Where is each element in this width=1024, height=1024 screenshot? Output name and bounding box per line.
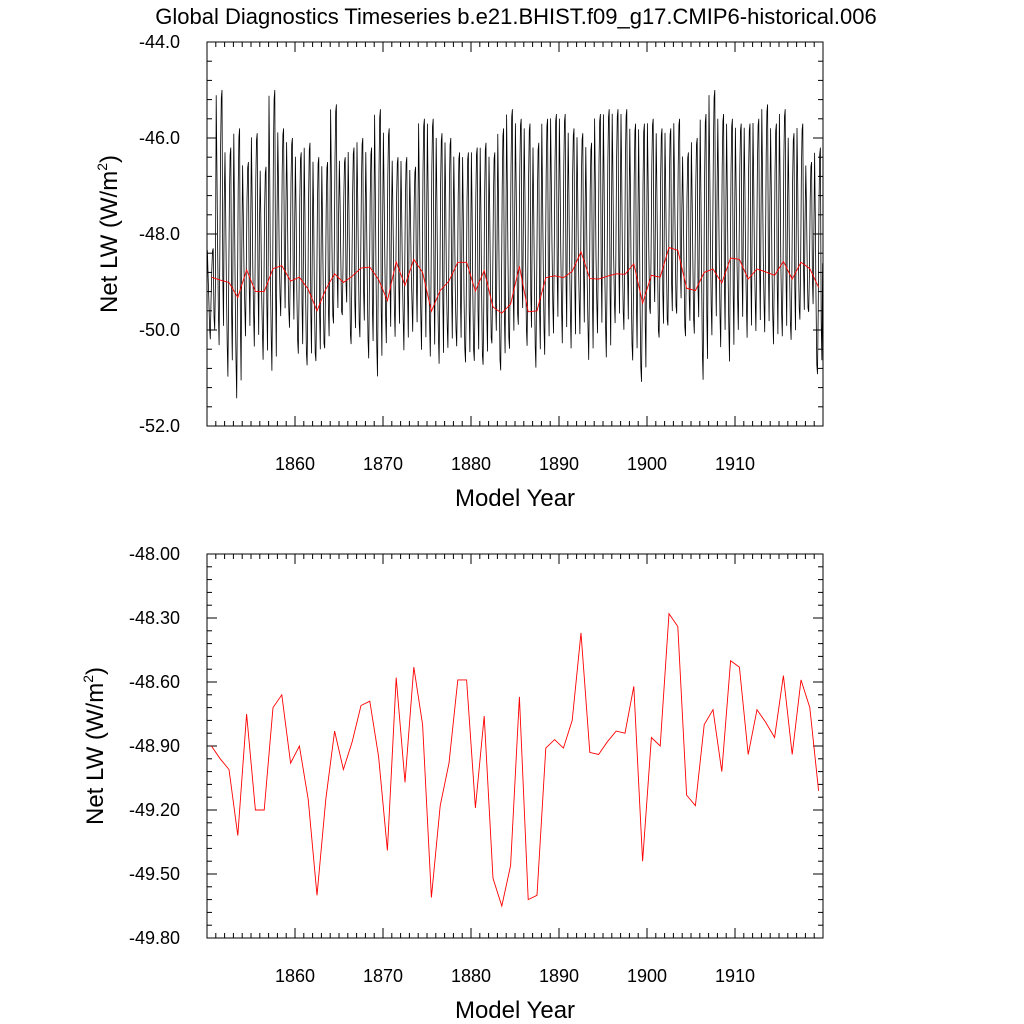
- y-tick-label: -50.0: [139, 320, 180, 340]
- panel-bottom-y-axis-label-main: Net LW (W/m: [82, 683, 109, 825]
- panel-bottom-y-axis-label-close: ): [82, 667, 109, 675]
- y-tick-label: -52.0: [139, 416, 180, 436]
- y-tick-label: -49.20: [129, 800, 180, 820]
- panel-bottom-plot-frame: [206, 553, 824, 939]
- y-tick-label: -44.0: [139, 32, 180, 52]
- x-tick-label: 1870: [363, 966, 403, 986]
- panel-top-y-axis-label-close: ): [96, 155, 123, 163]
- panel-top-y-axis-label: Net LW (W/m2): [94, 155, 123, 313]
- panel-bottom-series: [211, 612, 820, 908]
- y-tick-label: -48.60: [129, 672, 180, 692]
- panel-top-y-axis-label-superscript: 2: [94, 163, 110, 171]
- y-tick-label: -48.0: [139, 224, 180, 244]
- panel-top-x-axis-label: Model Year: [455, 485, 575, 512]
- monthly-series-line: [207, 89, 823, 399]
- y-tick-label: -49.80: [129, 928, 180, 948]
- x-tick-label: 1880: [451, 454, 491, 474]
- x-tick-label: 1860: [275, 454, 315, 474]
- annual-mean-series-line: [211, 612, 820, 908]
- x-tick-label: 1870: [363, 454, 403, 474]
- y-tick-label: -48.30: [129, 608, 180, 628]
- panel-bottom-y-axis-label: Net LW (W/m2): [80, 667, 109, 825]
- panel-top-x-tick-labels: 1860 1870 1880 1890 1900 1910: [275, 454, 755, 474]
- x-tick-label: 1880: [451, 966, 491, 986]
- panel-bottom-x-tick-labels: 1860 1870 1880 1890 1900 1910: [275, 966, 755, 986]
- figure-title: Global Diagnostics Timeseries b.e21.BHIS…: [155, 4, 876, 29]
- panel-top-y-axis-label-main: Net LW (W/m: [96, 171, 123, 313]
- y-tick-label: -49.50: [129, 864, 180, 884]
- y-tick-label: -48.90: [129, 736, 180, 756]
- x-tick-label: 1910: [715, 454, 755, 474]
- panel-top-y-tick-labels: -44.0 -46.0 -48.0 -50.0 -52.0: [139, 32, 180, 436]
- panel-bottom-y-tick-labels: -48.00 -48.30 -48.60 -48.90 -49.20 -49.50 -49.…: [129, 544, 180, 948]
- panel-bottom-annual-timeseries: -48.00 -48.30 -48.60 -48.90 -49.20 -49.50 -49.…: [80, 544, 824, 1024]
- x-tick-label: 1900: [627, 454, 667, 474]
- panel-bottom-y-axis-label-superscript: 2: [80, 675, 96, 683]
- x-tick-label: 1890: [539, 966, 579, 986]
- panel-bottom-x-axis-label: Model Year: [455, 997, 575, 1024]
- y-tick-label: -48.00: [129, 544, 180, 564]
- x-tick-label: 1910: [715, 966, 755, 986]
- x-tick-label: 1890: [539, 454, 579, 474]
- panel-bottom-tick-marks: [206, 553, 824, 939]
- y-tick-label: -46.0: [139, 128, 180, 148]
- x-tick-label: 1860: [275, 966, 315, 986]
- panel-top-monthly-timeseries: -44.0-46.0-48.0-50.0-52.0 1860 1870 1880 18…: [94, 32, 824, 512]
- panel-top-series: [207, 89, 823, 399]
- panel-top-plot-frame: [206, 41, 824, 427]
- x-tick-label: 1900: [627, 966, 667, 986]
- annual-mean-series-line: [211, 246, 820, 314]
